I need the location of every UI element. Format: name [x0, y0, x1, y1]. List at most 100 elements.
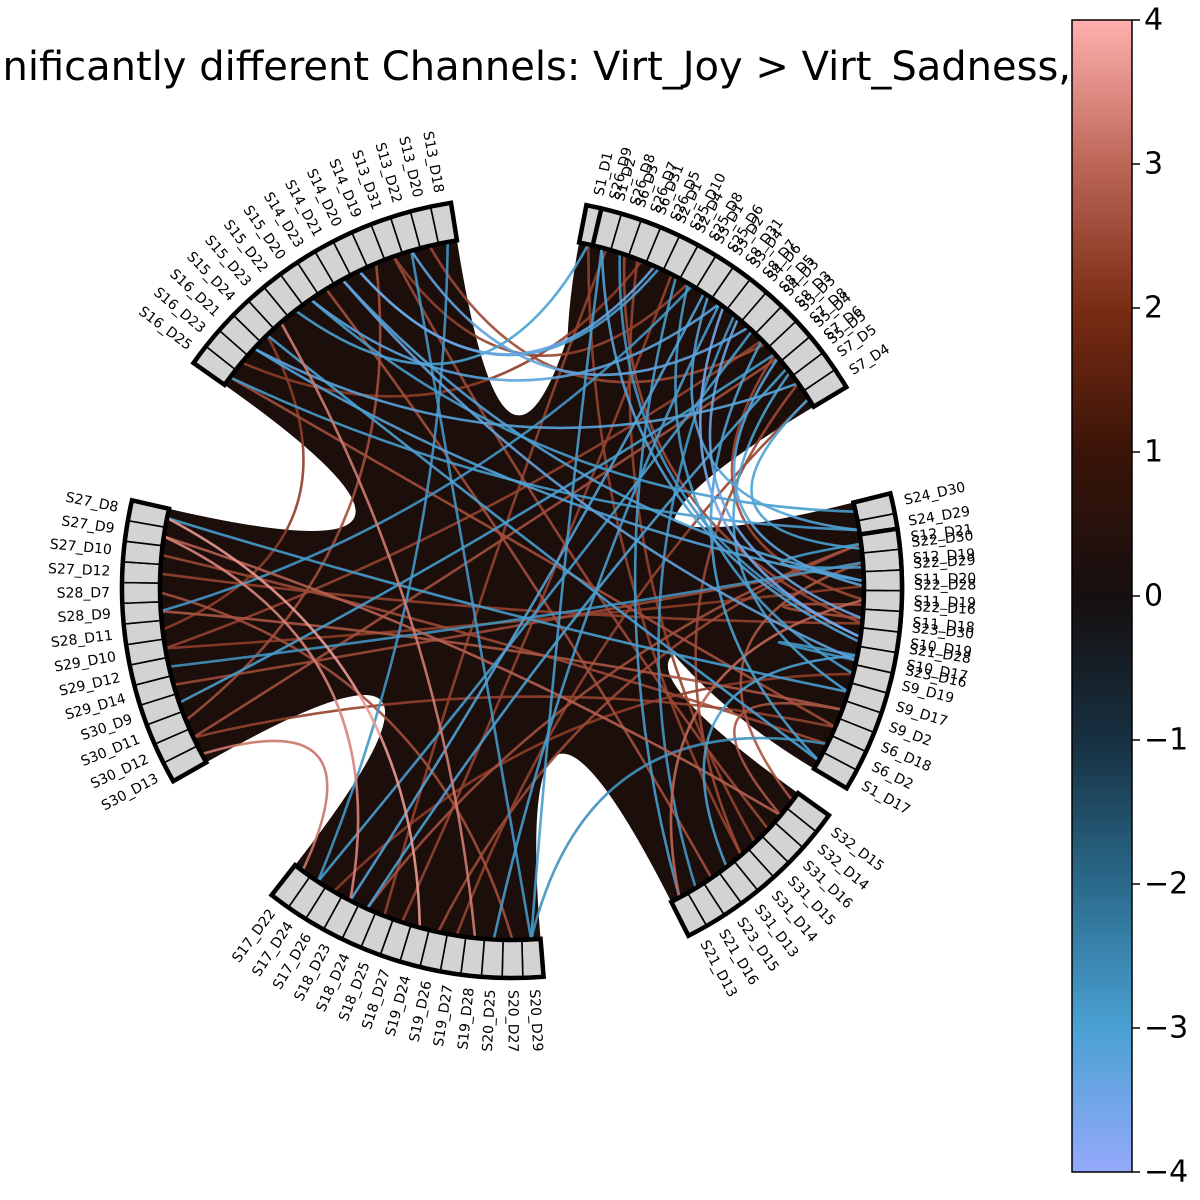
- chord-S18_D23-S25_D6: [349, 292, 706, 902]
- chord-S21_D13-S11_D19: [669, 598, 865, 898]
- node-label-S11_D18: S11_D18: [912, 615, 975, 636]
- group-8-outline: [810, 526, 905, 792]
- chord-S1_D1-S15_D22: [294, 243, 590, 366]
- chord-S23_D30-S27_D12: [160, 572, 863, 625]
- group-5-outline: [119, 497, 210, 785]
- node-label-S22_D16: S22_D16: [913, 599, 976, 618]
- colorbar-tick-label: 2: [1144, 291, 1163, 326]
- node-label-S27_D9: S27_D9: [60, 513, 115, 537]
- node-label-S12_D19: S12_D19: [912, 546, 975, 566]
- chord-S15_D24-S1_D17: [266, 334, 820, 762]
- node-S28_D7: [121, 581, 162, 605]
- node-S12_D19: [861, 548, 903, 573]
- chart-title: Significantly different Channels: Virt_J…: [0, 44, 1099, 90]
- node-S11_D20: [862, 569, 903, 592]
- group-3-outline: [668, 790, 833, 939]
- chord-S13_D31-S25_D8: [392, 255, 690, 357]
- chord-S28_D11-S15_D24: [161, 334, 305, 632]
- colorbar-tick-label: −2: [1144, 867, 1188, 902]
- chord-S26_D8-S10_D19: [618, 252, 862, 639]
- node-label-S29_D10: S29_D10: [53, 649, 117, 675]
- chord-S4_D6-S11_D18: [708, 317, 864, 620]
- group-4-outline: [268, 862, 547, 981]
- chord-S22_D30-S7_D4: [750, 397, 862, 550]
- chord-S20_D29-S13_D22: [410, 250, 533, 940]
- group-6-outline: [190, 200, 460, 388]
- chord-S25_D8-S9_D19: [674, 282, 855, 676]
- colorbar-tick-label: 1: [1144, 435, 1163, 470]
- node-label-S19_D28: S19_D28: [455, 987, 477, 1051]
- chord-S29_D10-S8_D3: [164, 339, 763, 650]
- chord-S14_D21-S11_D20: [341, 278, 865, 583]
- chord-S19_D26-S12_D21: [436, 542, 862, 933]
- chord-S2_D4-S21_D13: [633, 276, 681, 898]
- chord-S5_D5-S9_D17: [732, 371, 850, 694]
- chord-S31_D13-S10_D17: [702, 654, 858, 868]
- node-label-S28_D11: S28_D11: [50, 628, 114, 651]
- chord-S31_D16-S13_D31: [392, 255, 770, 831]
- chord-S18_D27-S25_D10: [400, 273, 673, 923]
- node-label-S22_D28: S22_D28: [914, 577, 976, 593]
- node-label-S20_D29: S20_D29: [526, 989, 545, 1052]
- group-7-outline: [589, 205, 850, 410]
- node-label-S20_D25: S20_D25: [480, 989, 499, 1052]
- chord-S1_D2-S18_D25: [383, 248, 608, 917]
- chord-S21_D28-S26_D9: [600, 247, 861, 644]
- node-label-S28_D7: S28_D7: [57, 585, 111, 602]
- node-label-S12_D21: S12_D21: [910, 522, 974, 546]
- chord-S17_D22-S30_D13: [201, 739, 329, 872]
- node-label-S23_D30: S23_D30: [911, 620, 975, 642]
- chord-S24_D29-S16_D25: [229, 376, 860, 532]
- node-label-S11_D19: S11_D19: [914, 594, 977, 612]
- colorbar: 4 3 2 1 0 −1 −2 −3 −4: [1071, 3, 1188, 1190]
- node-label-S27_D12: S27_D12: [48, 561, 111, 580]
- chord-S23_D16-S14_D21: [341, 278, 857, 662]
- chord-S31_D14-S7_D5: [694, 382, 800, 856]
- chord-S32_D14-S27_D9: [163, 535, 782, 817]
- chord-S14_D20-S26_D5: [357, 265, 656, 356]
- chord-S22_D29-S12_D21: [780, 542, 864, 569]
- chord-S26_D9-S20_D29: [529, 247, 604, 940]
- colorbar-gradient: [1071, 19, 1133, 1173]
- chord-S16_D25-S6_D18: [229, 376, 837, 729]
- chord-S3_D1-S28_D9: [160, 284, 694, 613]
- node-label-S20_D27: S20_D27: [505, 990, 521, 1052]
- chord-S15_D20-S8_D31: [309, 298, 721, 382]
- colorbar-tick-label: −3: [1144, 1011, 1188, 1046]
- node-label-S22_D29: S22_D29: [913, 553, 976, 573]
- chord-S28_D9-S9_D2: [160, 609, 843, 711]
- chord-S20_D25-S8_D31: [492, 303, 721, 940]
- node-label-S27_D8: S27_D8: [64, 490, 120, 516]
- node-S20_D27: [501, 939, 524, 979]
- chord-S19_D28-S15_D23: [279, 321, 477, 939]
- chord-S23_D15-S14_D23: [325, 288, 713, 879]
- node-label-S24_D30: S24_D30: [903, 480, 967, 509]
- chord-S5_D4-S22_D28: [732, 356, 865, 588]
- node-S27_D12: [121, 560, 162, 584]
- node-label-S27_D10: S27_D10: [49, 537, 113, 559]
- chord-S19_D24-S27_D8: [166, 516, 422, 928]
- node-label-S11_D20: S11_D20: [914, 571, 977, 588]
- node-label-S19_D27: S19_D27: [431, 984, 457, 1048]
- chord-S27_D9-S18_D23: [163, 535, 360, 901]
- chords: [159, 241, 865, 941]
- chord-S17_D24-S13_D18: [316, 241, 450, 883]
- chord-S13_D22-S8_D5: [410, 250, 750, 377]
- colorbar-tick-label: 0: [1144, 579, 1163, 614]
- chord-S11_D20-S16_D21: [253, 347, 865, 583]
- node-label-S22_D30: S22_D30: [911, 528, 975, 551]
- chord-S3_D4-S10_D19: [698, 306, 862, 639]
- colorbar-tick-label: −4: [1144, 1155, 1188, 1190]
- chord-S6_D31-S16_D23: [241, 260, 644, 398]
- node-S11_D19: [862, 589, 903, 613]
- chord-S17_D26-S9_D19: [332, 672, 854, 893]
- chord-S22_D28-S29_D10: [165, 584, 865, 650]
- colorbar-tick-label: 4: [1144, 3, 1163, 38]
- colorbar-tick-label: 3: [1144, 147, 1163, 182]
- chord-S24_D30-S15_D20: [309, 298, 856, 513]
- chord-S6_D2-S20_D29: [529, 736, 828, 940]
- chord-S9_D2-S32_D14: [733, 701, 843, 817]
- node-label-S28_D9: S28_D9: [57, 606, 111, 625]
- chord-S16_D21-S7_D5: [253, 347, 799, 430]
